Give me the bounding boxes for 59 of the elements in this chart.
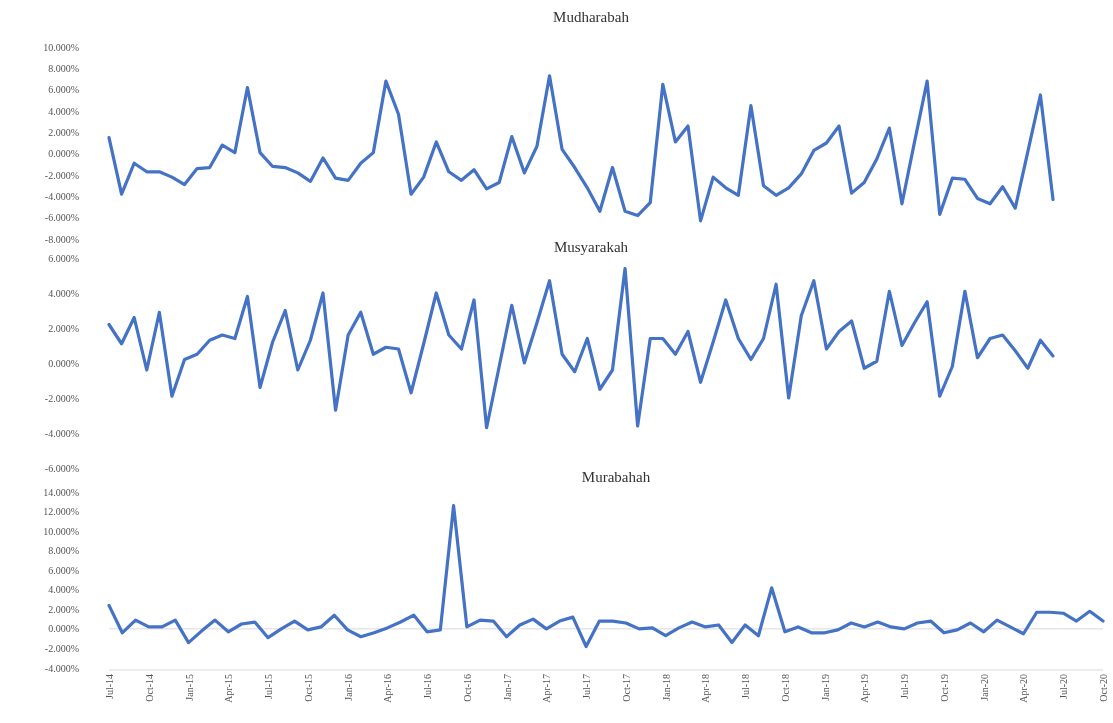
y-tick-label: 2.000%: [48, 126, 79, 138]
y-tick-label: 4.000%: [48, 584, 79, 596]
y-tick-label: 6.000%: [48, 252, 79, 264]
x-tick-label: Oct-15: [302, 674, 314, 702]
x-tick-label: Apr-17: [541, 674, 553, 703]
x-tick-label: Oct-19: [938, 674, 950, 702]
x-tick-label: Jul-16: [422, 674, 434, 699]
y-tick-label: -2.000%: [44, 642, 79, 654]
y-tick-label: 8.000%: [48, 545, 79, 557]
x-tick-label: Jan-19: [819, 674, 831, 701]
y-tick-label: 10.000%: [43, 525, 79, 537]
chart-title: Musyarakah: [553, 239, 629, 255]
y-tick-label: 0.000%: [48, 357, 79, 369]
x-tick-label: Jul-15: [263, 674, 275, 699]
y-tick-label: -6.000%: [44, 212, 79, 224]
y-tick-label: -8.000%: [44, 233, 79, 245]
line-series: [107, 504, 1105, 649]
y-tick-label: 6.000%: [48, 564, 79, 576]
x-tick-label: Jul-17: [581, 674, 593, 699]
x-tick-label: Apr-16: [382, 674, 394, 703]
y-tick-label: 6.000%: [48, 84, 79, 96]
x-tick-label: Oct-17: [620, 674, 632, 702]
x-tick-label: Jan-20: [978, 674, 990, 701]
y-tick-label: 14.000%: [43, 486, 79, 498]
x-tick-label: Apr-19: [859, 674, 871, 703]
x-tick-label: Apr-15: [223, 674, 235, 703]
x-tick-label: Oct-16: [461, 674, 473, 702]
x-tick-label: Jan-16: [342, 674, 354, 701]
x-tick-label: Apr-20: [1018, 674, 1030, 703]
chart-title: Mudharabah: [553, 9, 630, 25]
y-tick-label: 2.000%: [48, 603, 79, 615]
x-tick-label: Jul-19: [899, 674, 911, 699]
x-tick-label: Oct-18: [779, 674, 791, 702]
y-tick-label: 4.000%: [48, 287, 79, 299]
y-tick-label: -4.000%: [44, 662, 79, 674]
x-tick-label: Jul-20: [1058, 674, 1070, 699]
x-tick-label: Oct-14: [143, 674, 155, 702]
x-tick-label: Apr-18: [700, 674, 712, 703]
y-tick-label: -6.000%: [44, 462, 79, 474]
y-tick-label: 10.000%: [43, 41, 79, 53]
y-tick-label: 8.000%: [48, 62, 79, 74]
y-tick-label: -4.000%: [44, 190, 79, 202]
y-tick-label: 2.000%: [48, 322, 79, 334]
x-tick-label: Oct-20: [1098, 674, 1109, 702]
y-tick-label: 0.000%: [48, 148, 79, 160]
y-tick-label: -2.000%: [44, 392, 79, 404]
y-tick-label: 0.000%: [48, 623, 79, 635]
x-tick-label: Jan-17: [501, 674, 513, 701]
x-tick-label: Jul-14: [104, 674, 115, 699]
x-tick-label: Jan-15: [183, 674, 195, 701]
x-tick-label: Jul-18: [740, 674, 752, 699]
line-series: [107, 74, 1055, 223]
y-tick-label: 12.000%: [43, 506, 79, 518]
y-tick-label: -4.000%: [44, 427, 79, 439]
line-series: [107, 266, 1055, 430]
y-tick-label: 4.000%: [48, 105, 79, 117]
y-tick-label: -2.000%: [44, 169, 79, 181]
x-tick-label: Jan-18: [660, 674, 672, 701]
chart-title: Murabahah: [581, 469, 651, 485]
